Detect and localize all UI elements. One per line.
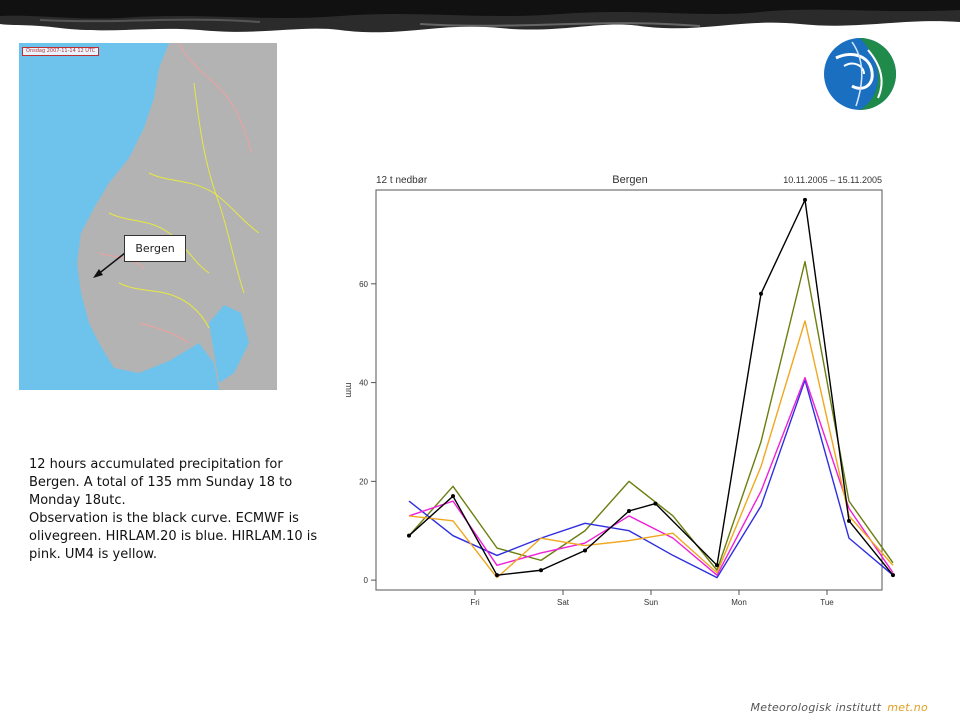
series-point-0 [847, 518, 851, 523]
series-point-0 [803, 197, 807, 202]
series-point-0 [891, 573, 895, 578]
y-tick-label: 40 [359, 379, 368, 388]
chart-subtitle-right: 10.11.2005 – 15.11.2005 [783, 175, 882, 185]
x-tick-label: Sun [644, 598, 658, 605]
y-tick-label: 20 [359, 477, 368, 486]
map-timestamp: Onsdag 2007-11-14 12 UTC [22, 47, 100, 56]
series-point-0 [451, 494, 455, 499]
series-point-0 [653, 501, 658, 506]
series-line-2 [408, 379, 894, 579]
series-line-0 [408, 199, 894, 576]
x-tick-label: Mon [731, 598, 747, 605]
series-point-0 [407, 533, 411, 538]
met-logo-icon [824, 38, 896, 110]
caption-text: 12 hours accumulated precipitation for B… [29, 456, 329, 564]
precipitation-chart: 12 t nedbør Bergen 10.11.2005 – 15.11.20… [344, 174, 895, 605]
series-line-1 [408, 260, 894, 571]
y-axis-label: mm [344, 383, 354, 398]
plot-frame [375, 189, 883, 591]
series-point-0 [627, 508, 631, 513]
y-tick-label: 0 [364, 576, 369, 585]
chart-subtitle-left: 12 t nedbør [376, 175, 428, 186]
y-tick-label: 60 [359, 280, 368, 289]
norway-map: Onsdag 2007-11-14 12 UTC Bergen [19, 43, 277, 390]
chart-title: Bergen [612, 174, 647, 186]
series-point-0 [715, 563, 719, 568]
footer-brand: met.no [887, 701, 928, 714]
series-point-0 [583, 548, 587, 553]
header-brush-banner [0, 0, 960, 33]
footer-institute: Meteorologisk institutt [750, 701, 882, 714]
caption-line-2: Observation is the black curve. ECMWF is… [29, 511, 318, 562]
series-point-0 [495, 573, 499, 578]
series-point-0 [759, 291, 763, 296]
bergen-arrow [93, 252, 126, 278]
series-point-0 [539, 568, 543, 573]
series-line-3 [408, 376, 894, 576]
x-tick-label: Fri [470, 598, 480, 605]
bergen-callout: Bergen [124, 235, 186, 262]
x-tick-label: Tue [820, 598, 834, 605]
series-line-4 [408, 320, 894, 579]
footer: Meteorologisk institutt met.no [751, 701, 928, 714]
caption-line-1: 12 hours accumulated precipitation for B… [29, 457, 293, 508]
map-terrain [77, 43, 277, 390]
x-tick-label: Sat [557, 598, 570, 605]
